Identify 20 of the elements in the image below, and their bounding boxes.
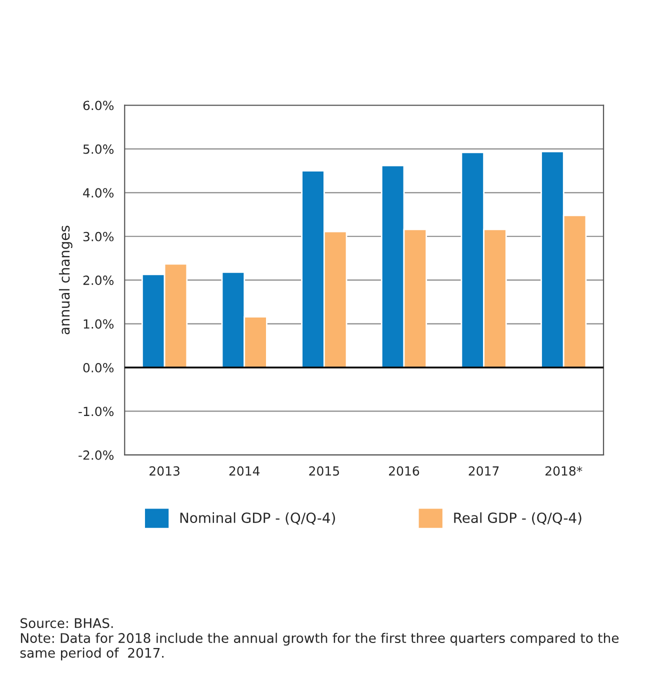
- x-tick-label: 2014: [229, 466, 260, 476]
- x-tick-label: 2017: [468, 466, 499, 476]
- y-tick-label: 4.0%: [83, 188, 114, 198]
- y-axis-title: annual changes: [58, 226, 72, 334]
- y-tick-label: 1.0%: [84, 319, 114, 329]
- x-tick-label: 2016: [388, 466, 420, 476]
- y-tick-label: 3.0%: [83, 232, 114, 242]
- source-note: Source: BHAS.: [20, 618, 113, 628]
- legend-label: Nominal GDP - (Q/Q-4): [180, 512, 335, 525]
- y-tick-label: 2.0%: [83, 276, 114, 286]
- text: Note: Data for 2018 include the annual growth for the first three quarters compared to the same period of 2017.: [20, 632, 619, 660]
- legend-label: Real GDP - (Q/Q-4): [454, 512, 582, 525]
- x-tick-label: 2013: [150, 466, 180, 476]
- y-tick-label: 6.0%: [83, 100, 114, 110]
- y-tick-label: 0.0%: [83, 362, 114, 372]
- x-tick-label: 2018*: [546, 466, 582, 476]
- y-tick-label: 5.0%: [83, 144, 114, 154]
- y-tick-label: -1.0%: [78, 406, 114, 416]
- x-tick-label: 2015: [309, 466, 339, 476]
- y-tick-label: -2.0%: [78, 450, 114, 460]
